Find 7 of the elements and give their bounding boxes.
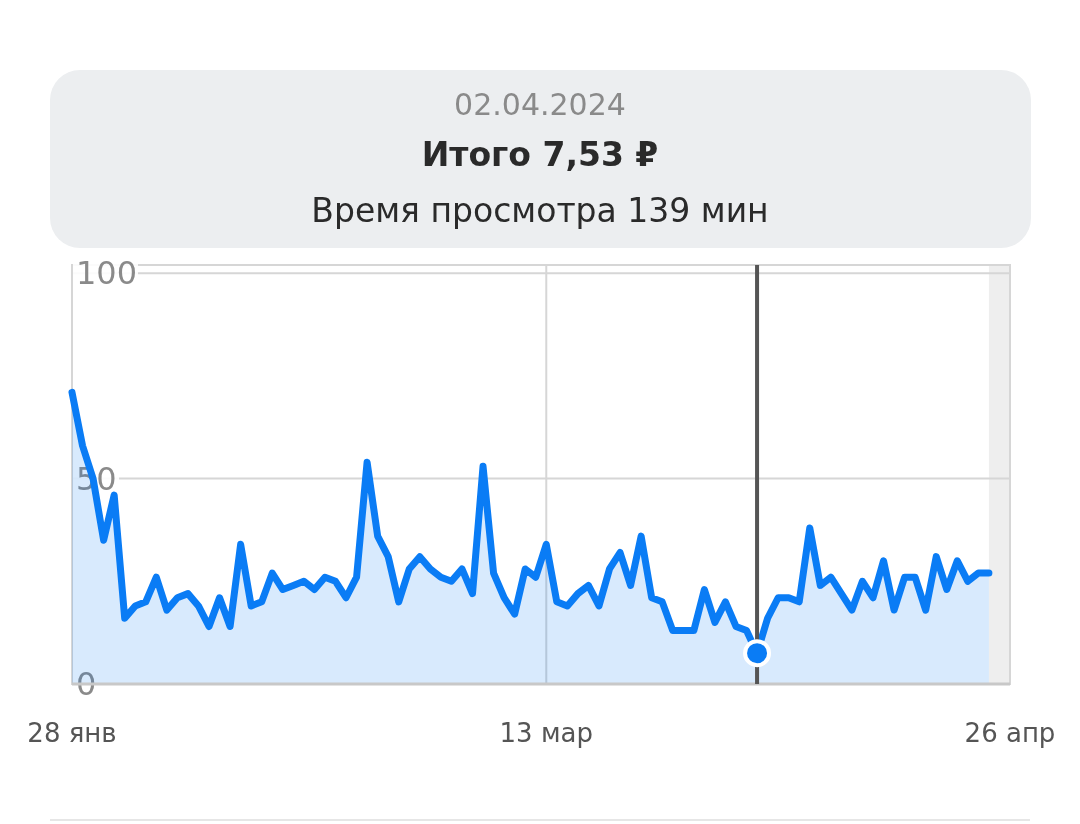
text: Итого 7,53 ₽ [421, 135, 659, 174]
x-tick-label: 13 мар [499, 718, 593, 748]
x-tick-label: 26 апр [964, 718, 1056, 748]
text: Время просмотра 139 мин [311, 191, 769, 230]
y-tick-label: 100 [76, 254, 138, 293]
x-tick-label: 28 янв [27, 718, 117, 748]
text: 02.04.2024 [454, 87, 626, 122]
